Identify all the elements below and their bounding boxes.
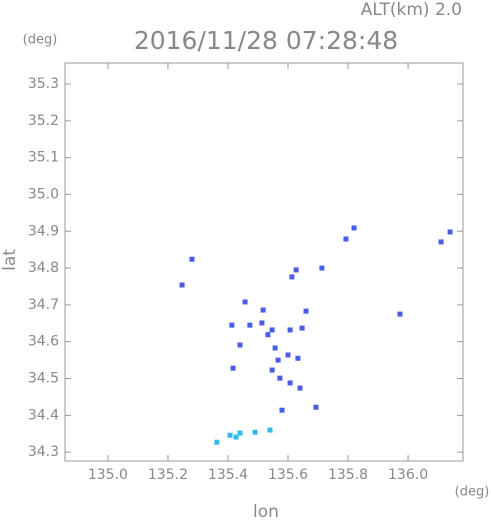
echo-point — [293, 267, 299, 273]
echo-point — [252, 429, 258, 435]
echo-point — [230, 365, 236, 371]
echo-point — [279, 407, 285, 413]
echo-point — [295, 355, 301, 361]
echo-point — [247, 322, 253, 328]
echo-point — [275, 357, 281, 363]
echo-point — [319, 265, 325, 271]
echo-point — [227, 432, 233, 438]
echo-point — [277, 375, 283, 381]
y-tick-label: 35.3 — [28, 76, 59, 92]
x-tick-label: 135.0 — [88, 467, 128, 483]
x-unit: (deg) — [455, 485, 490, 500]
echo-point — [237, 342, 243, 348]
echo-point — [260, 307, 266, 313]
echo-point — [259, 320, 265, 326]
echo-point — [214, 439, 220, 445]
echo-point — [343, 236, 349, 242]
echo-point — [297, 385, 303, 391]
y-tick-label: 34.5 — [28, 371, 59, 387]
chart-subtitle: ALT(km) 2.0 — [361, 0, 462, 20]
echo-point — [189, 256, 195, 262]
y-unit: (deg) — [23, 33, 58, 48]
y-tick-label: 34.8 — [28, 260, 59, 276]
echo-point — [179, 282, 185, 288]
echo-point — [287, 380, 293, 386]
y-axis-label: lat — [0, 249, 20, 271]
y-tick-label: 35.1 — [28, 150, 59, 166]
echo-point — [267, 427, 273, 433]
echo-point — [438, 239, 444, 245]
y-tick-label: 34.7 — [28, 297, 59, 313]
echo-point — [447, 229, 453, 235]
echo-point — [269, 327, 275, 333]
echo-point — [265, 332, 271, 338]
y-tick-label: 35.2 — [28, 113, 59, 129]
y-tick-label: 34.6 — [28, 334, 59, 350]
echo-point — [233, 434, 239, 440]
y-tick-label: 34.3 — [28, 444, 59, 460]
echo-point — [351, 225, 357, 231]
plot-frame — [64, 62, 464, 462]
x-tick-label: 136.0 — [388, 467, 428, 483]
echo-point — [285, 352, 291, 358]
echo-point — [397, 311, 403, 317]
x-tick-label: 135.6 — [268, 467, 308, 483]
echo-point — [269, 367, 275, 373]
y-tick-label: 35.0 — [28, 186, 59, 202]
echo-point — [229, 322, 235, 328]
echo-point — [303, 308, 309, 314]
x-tick-label: 135.2 — [148, 467, 188, 483]
echo-point — [287, 327, 293, 333]
echo-point — [299, 325, 305, 331]
echo-point — [242, 299, 248, 305]
echo-point — [272, 345, 278, 351]
y-tick-label: 34.9 — [28, 223, 59, 239]
echo-point — [237, 430, 243, 436]
y-tick-label: 34.4 — [28, 407, 59, 423]
x-axis-label: lon — [253, 502, 279, 521]
x-tick-label: 135.4 — [208, 467, 248, 483]
chart-title: 2016/11/28 07:28:48 — [134, 26, 398, 55]
x-tick-label: 135.8 — [328, 467, 368, 483]
echo-point — [313, 404, 319, 410]
echo-point — [289, 274, 295, 280]
